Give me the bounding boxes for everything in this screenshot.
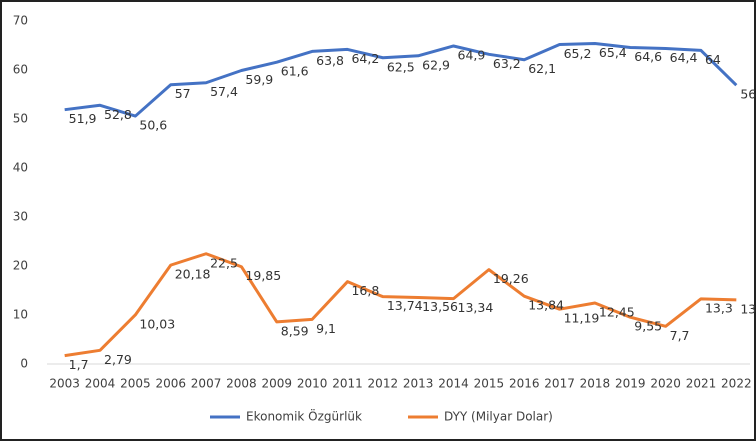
x-tick-label: 2019 [615, 377, 646, 391]
data-label: 12,45 [599, 304, 635, 319]
data-label: 1,7 [69, 357, 89, 372]
data-label: 57 [175, 86, 191, 101]
data-label: 51,9 [69, 111, 97, 126]
x-tick-label: 2007 [191, 377, 222, 391]
data-label: 13,3 [705, 300, 733, 315]
series-line [64, 252, 737, 358]
x-tick-label: 2008 [226, 377, 257, 391]
data-label: 64,6 [634, 49, 662, 64]
data-label: 62,9 [422, 57, 450, 72]
y-tick-label: 30 [13, 210, 28, 224]
data-label: 62,5 [387, 59, 415, 74]
data-label: 57,4 [210, 84, 238, 99]
data-label: 65,2 [564, 46, 592, 61]
data-label: 63,2 [493, 56, 521, 71]
x-tick-label: 2014 [438, 377, 469, 391]
x-tick-label: 2016 [509, 377, 540, 391]
data-label: 64 [705, 52, 721, 67]
data-label: 13,56 [422, 299, 458, 314]
data-label: 19,26 [493, 271, 529, 286]
y-tick-label: 10 [13, 308, 28, 322]
data-label: 16,8 [351, 283, 379, 298]
data-label: 64,2 [351, 51, 379, 66]
x-tick-label: 2011 [332, 377, 363, 391]
data-label: 61,6 [281, 64, 309, 79]
y-tick-label: 70 [13, 14, 28, 28]
x-tick-label: 2018 [580, 377, 611, 391]
legend-label: Ekonomik Özgürlük [246, 408, 362, 424]
data-label: 56,9 [740, 87, 756, 102]
y-tick-label: 20 [13, 259, 28, 273]
x-tick-label: 2012 [368, 377, 399, 391]
data-label: 64,9 [458, 47, 486, 62]
y-tick-label: 50 [13, 112, 28, 126]
data-label: 20,18 [175, 267, 211, 282]
data-label: 2,79 [104, 352, 132, 367]
x-tick-label: 2004 [85, 377, 116, 391]
x-tick-label: 2003 [49, 377, 80, 391]
x-tick-label: 2015 [474, 377, 505, 391]
data-label: 22,5 [210, 255, 238, 270]
data-label: 65,4 [599, 45, 627, 60]
data-label: 7,7 [670, 328, 690, 343]
data-label: 19,85 [245, 268, 281, 283]
y-tick-label: 60 [13, 63, 28, 77]
series-line [64, 42, 738, 118]
data-label: 59,9 [245, 72, 273, 87]
x-tick-label: 2020 [650, 377, 681, 391]
x-tick-label: 2010 [297, 377, 328, 391]
data-label: 62,1 [528, 61, 556, 76]
data-label: 13,74 [387, 298, 423, 313]
x-tick-label: 2006 [155, 377, 186, 391]
x-tick-label: 2013 [403, 377, 434, 391]
data-label: 13,09 [740, 301, 756, 316]
y-tick-label: 40 [13, 161, 28, 175]
x-tick-label: 2022 [721, 377, 752, 391]
data-label: 13,84 [528, 298, 564, 313]
data-label: 11,19 [564, 311, 600, 326]
data-label: 52,8 [104, 107, 132, 122]
data-label: 9,1 [316, 321, 336, 336]
data-label: 13,34 [458, 300, 494, 315]
data-label: 9,55 [634, 319, 662, 334]
data-label: 8,59 [281, 323, 309, 338]
x-tick-label: 2009 [262, 377, 293, 391]
legend-label: DYY (Milyar Dolar) [444, 410, 553, 424]
x-tick-label: 2017 [544, 377, 575, 391]
data-label: 10,03 [139, 316, 175, 331]
data-label: 50,6 [139, 118, 167, 133]
y-tick-label: 0 [20, 357, 28, 371]
data-label: 64,4 [670, 50, 698, 65]
x-tick-label: 2005 [120, 377, 151, 391]
data-label: 63,8 [316, 53, 344, 68]
x-tick-label: 2021 [686, 377, 717, 391]
